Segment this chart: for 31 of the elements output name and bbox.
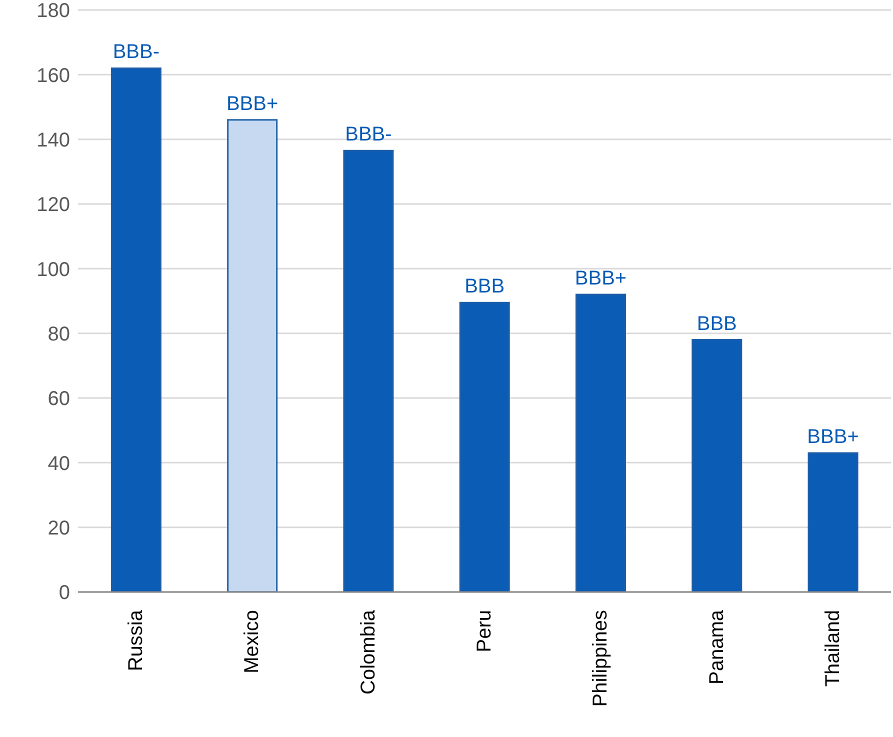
- x-tick-label: Panama: [706, 609, 728, 684]
- x-tick-label: Colombia: [357, 609, 380, 694]
- bar: [692, 339, 742, 592]
- bar: [343, 150, 394, 592]
- data-label: BBB+: [574, 268, 627, 290]
- y-tick-label: 100: [36, 258, 70, 281]
- x-tick-label: Thailand: [822, 610, 844, 687]
- bar: [227, 119, 278, 592]
- bar: [459, 302, 510, 592]
- y-tick-label: 20: [48, 517, 70, 540]
- x-tick-label: Russia: [125, 609, 148, 672]
- data-label: BBB+: [807, 426, 859, 448]
- data-label: BBB: [464, 276, 505, 298]
- y-tick-label: 80: [48, 323, 70, 346]
- x-tick-label: Peru: [474, 610, 496, 652]
- data-label: BBB-: [345, 124, 392, 146]
- x-tick-label: Philippines: [590, 610, 612, 707]
- bar: [576, 294, 626, 592]
- bar: [110, 67, 162, 592]
- data-label: BBB+: [226, 92, 278, 115]
- data-label: BBB: [696, 312, 737, 335]
- y-tick-label: 40: [48, 452, 70, 475]
- y-tick-label: 0: [58, 582, 70, 604]
- data-label: BBB-: [112, 41, 160, 64]
- bar: [808, 452, 858, 592]
- y-tick-label: 160: [36, 64, 70, 87]
- y-tick-label: 140: [36, 129, 70, 152]
- x-tick-label: Mexico: [241, 610, 264, 674]
- y-tick-label: 180: [36, 0, 70, 22]
- y-tick-label: 120: [36, 194, 70, 216]
- y-tick-label: 60: [48, 388, 70, 410]
